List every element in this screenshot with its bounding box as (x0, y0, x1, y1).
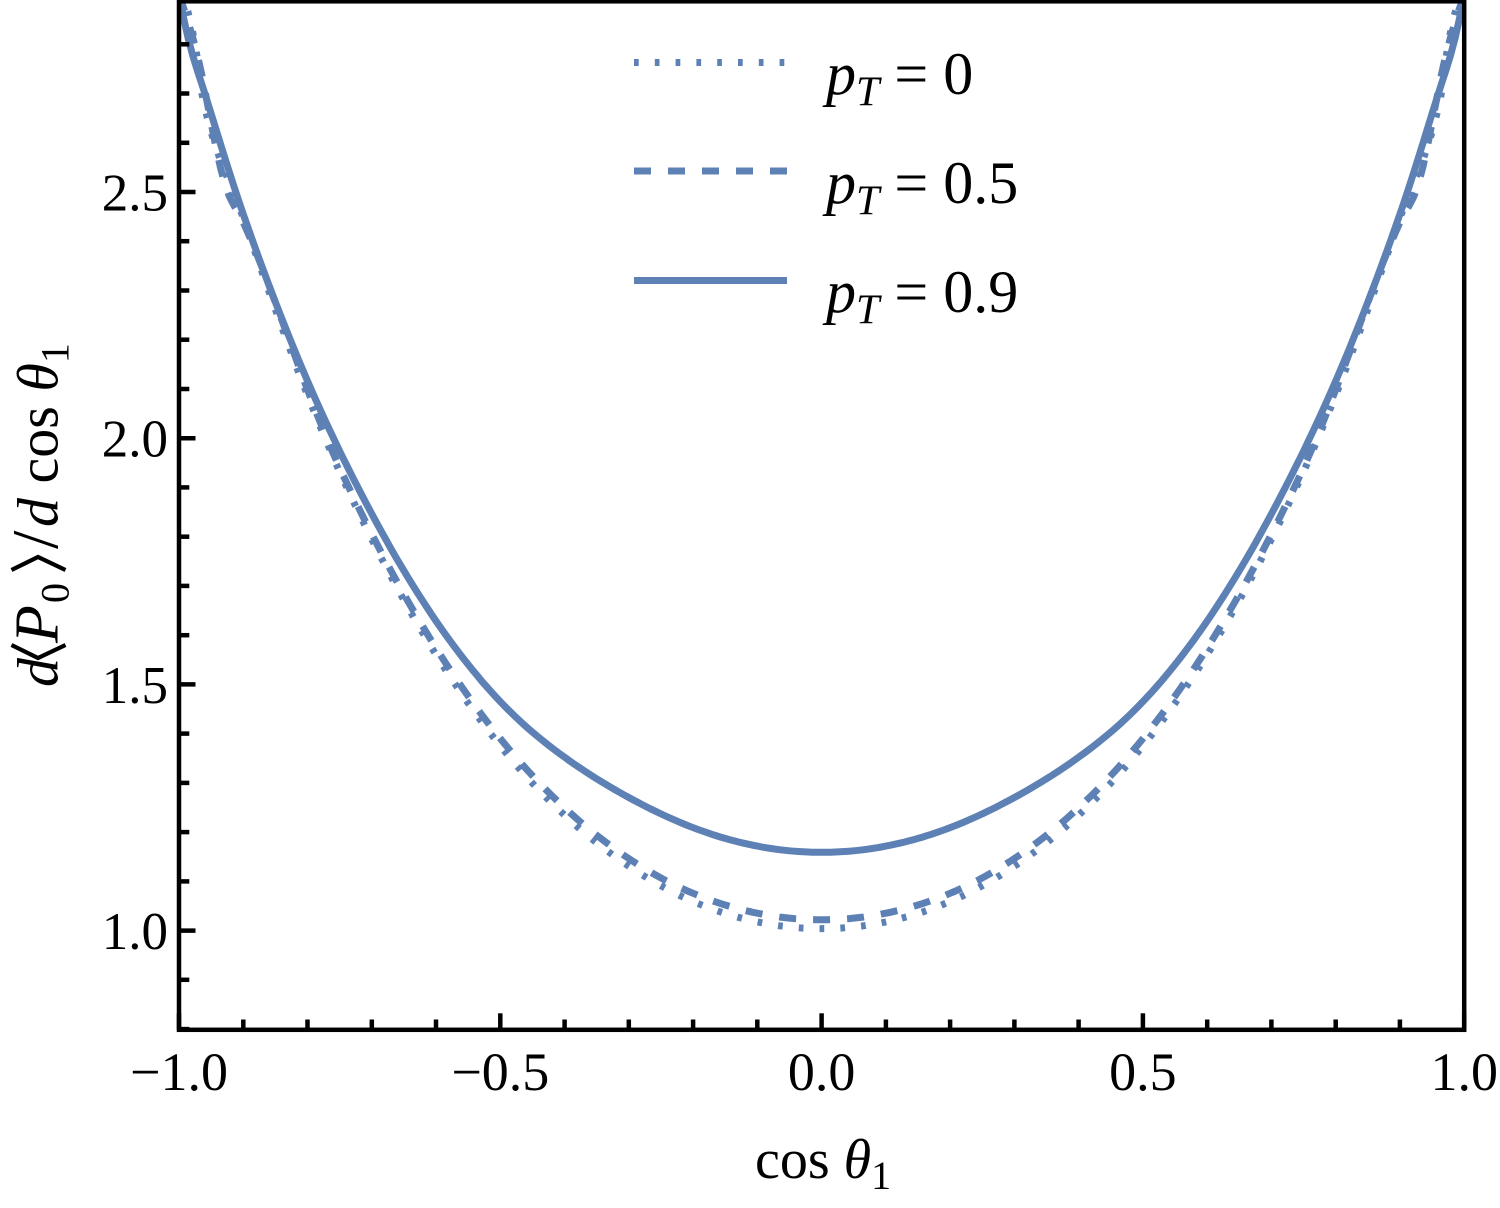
svg-text:d: d (6, 657, 71, 687)
svg-text:2.5: 2.5 (102, 165, 168, 223)
svg-text:−0.5: −0.5 (451, 1042, 549, 1102)
svg-text:1.0: 1.0 (102, 903, 168, 961)
svg-text:P: P (4, 605, 72, 644)
svg-text:pT = 0.9: pT = 0.9 (822, 259, 1018, 334)
svg-text:1.0: 1.0 (1430, 1042, 1498, 1102)
svg-text:0: 0 (33, 583, 78, 603)
svg-text:−1.0: −1.0 (130, 1042, 228, 1102)
svg-text:d cos θ1: d cos θ1 (6, 343, 78, 527)
svg-text:1.5: 1.5 (102, 657, 168, 715)
svg-text:2.0: 2.0 (102, 411, 168, 469)
svg-text:0.5: 0.5 (1109, 1042, 1177, 1102)
svg-text:pT = 0: pT = 0 (822, 41, 973, 116)
svg-text:/: / (0, 530, 73, 549)
svg-text:0.0: 0.0 (788, 1042, 856, 1102)
svg-text:cos θ1: cos θ1 (755, 1129, 891, 1198)
svg-text:pT = 0.5: pT = 0.5 (822, 150, 1018, 225)
